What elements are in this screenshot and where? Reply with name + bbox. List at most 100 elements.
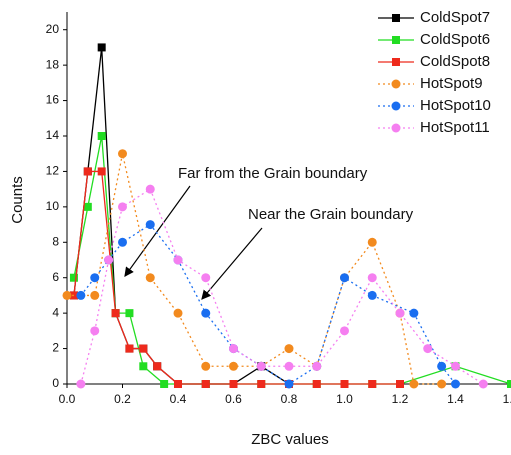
- marker: [90, 273, 100, 283]
- marker: [312, 361, 322, 371]
- y-tick-label: 14: [46, 128, 60, 142]
- marker: [507, 380, 511, 388]
- marker: [340, 273, 349, 283]
- y-tick-label: 18: [46, 57, 60, 71]
- legend-marker: [391, 79, 401, 89]
- marker: [201, 361, 211, 371]
- marker: [451, 361, 460, 371]
- marker: [423, 344, 433, 354]
- legend-marker: [392, 58, 400, 66]
- marker: [368, 380, 377, 388]
- marker: [367, 237, 377, 247]
- marker: [145, 220, 155, 230]
- y-tick-label: 2: [52, 341, 59, 355]
- marker: [83, 202, 92, 211]
- y-tick-label: 6: [52, 270, 59, 284]
- x-tick-label: 0.2: [114, 392, 131, 406]
- legend-label: HotSpot11: [420, 119, 490, 136]
- marker: [340, 326, 349, 336]
- marker: [97, 43, 106, 52]
- marker: [125, 309, 134, 318]
- x-tick-label: 1.4: [447, 392, 464, 406]
- series-line: [80, 223, 457, 385]
- x-tick-label: 0.4: [170, 392, 187, 406]
- marker: [118, 202, 127, 212]
- y-tick-label: 10: [46, 199, 60, 213]
- legend-label: ColdSpot8: [420, 53, 490, 70]
- marker: [478, 379, 488, 389]
- marker: [256, 361, 266, 371]
- series-line: [67, 153, 442, 385]
- y-tick-label: 20: [46, 22, 60, 36]
- legend-label: ColdSpot7: [420, 9, 490, 26]
- marker: [201, 380, 210, 388]
- marker: [90, 326, 100, 336]
- x-axis-label: ZBC values: [251, 431, 329, 448]
- marker: [437, 379, 447, 389]
- marker: [111, 309, 120, 318]
- marker: [173, 308, 183, 318]
- marker: [367, 273, 377, 283]
- marker: [90, 290, 100, 300]
- marker: [395, 308, 405, 318]
- marker: [118, 237, 127, 247]
- annotation: Near the Grain boundary: [248, 206, 414, 223]
- annotation-arrow: [124, 185, 191, 277]
- legend-label: ColdSpot6: [420, 31, 490, 48]
- legend-marker: [392, 36, 400, 44]
- y-tick-label: 4: [52, 305, 59, 319]
- marker: [257, 380, 266, 388]
- x-tick-label: 1.2: [392, 392, 409, 406]
- marker: [312, 380, 321, 388]
- marker: [139, 344, 148, 353]
- marker: [367, 290, 377, 300]
- marker: [174, 380, 182, 388]
- marker: [97, 132, 106, 140]
- marker: [409, 308, 419, 318]
- marker: [69, 273, 78, 282]
- legend-label: HotSpot10: [420, 97, 491, 114]
- x-tick-label: 1.6: [503, 392, 511, 406]
- marker: [118, 149, 127, 159]
- marker: [229, 361, 238, 371]
- marker: [409, 379, 419, 389]
- marker: [76, 290, 86, 300]
- y-tick-label: 0: [52, 376, 59, 390]
- marker: [153, 362, 162, 371]
- marker: [139, 362, 148, 371]
- marker: [201, 308, 211, 318]
- marker: [145, 273, 155, 283]
- marker: [97, 167, 106, 176]
- marker: [451, 379, 460, 389]
- marker: [284, 379, 294, 389]
- y-tick-label: 12: [46, 164, 60, 178]
- y-tick-label: 16: [46, 93, 60, 107]
- marker: [104, 255, 114, 265]
- marker: [284, 344, 294, 354]
- marker: [437, 361, 447, 371]
- marker: [160, 380, 169, 388]
- marker: [396, 380, 404, 388]
- legend-marker: [391, 101, 401, 111]
- marker: [173, 255, 183, 265]
- marker: [62, 290, 72, 300]
- marker: [229, 344, 238, 354]
- marker: [229, 380, 238, 388]
- marker: [201, 273, 211, 283]
- series-line: [73, 170, 400, 385]
- y-axis-label: Counts: [9, 176, 26, 224]
- legend-marker: [392, 14, 400, 22]
- legend-marker: [391, 123, 401, 133]
- x-tick-label: 0.0: [59, 392, 76, 406]
- marker: [145, 184, 155, 194]
- marker: [284, 361, 294, 371]
- y-tick-label: 8: [52, 234, 59, 248]
- marker: [340, 380, 349, 388]
- marker: [83, 167, 92, 176]
- marker: [125, 344, 134, 353]
- marker: [76, 379, 86, 389]
- x-tick-label: 0.8: [281, 392, 298, 406]
- legend-label: HotSpot9: [420, 75, 483, 92]
